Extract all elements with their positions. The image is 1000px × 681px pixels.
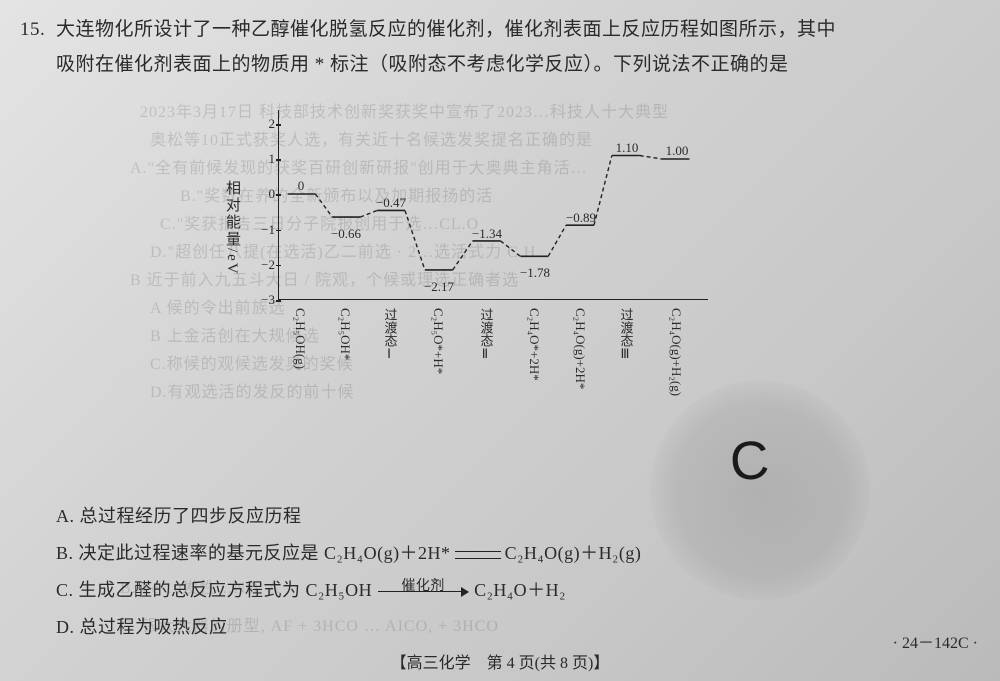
reaction-arrow-icon: 催化剂 [378, 591, 468, 593]
answer-options: A. 总过程经历了四步反应历程 B. 决定此过程速率的基元反应是 C₂H₄O(g… [56, 498, 641, 646]
question-stem: 15.大连物化所设计了一种乙醇催化脱氢反应的催化剂，催化剂表面上反应历程如图所示… [20, 12, 980, 82]
question-number: 15. [20, 12, 56, 47]
handwritten-annotation: C [728, 429, 771, 494]
option-a: A. 总过程经历了四步反应历程 [56, 498, 641, 535]
equation-line-icon [455, 551, 501, 559]
chart-x-labels: C₂H₅OH(g)C₂H₅OH*过渡态ⅠC₂H₅O*+H*过渡态ⅡC₂H₄O*+… [278, 308, 708, 418]
chart-plot-area: −3−2−10120−0.66−0.47−2.17−1.34−1.78−0.89… [278, 110, 708, 300]
question-line2: 吸附在催化剂表面上的物质用 * 标注（吸附态不考虑化学反应）。下列说法不正确的是 [20, 47, 980, 82]
option-c: C. 生成乙醛的总反应方程式为 C₂H₅OH催化剂C₂H₄O＋H₂ [56, 572, 641, 609]
option-b: B. 决定此过程速率的基元反应是 C₂H₄O(g)＋2H*C₂H₄O(g)＋H₂… [56, 535, 641, 572]
question-line1: 大连物化所设计了一种乙醇催化脱氢反应的催化剂，催化剂表面上反应历程如图所示，其中 [56, 19, 836, 40]
energy-profile-chart: 相对能量/eV −3−2−10120−0.66−0.47−2.17−1.34−1… [230, 100, 730, 430]
energy-profile-line [279, 110, 708, 299]
option-d: D. 总过程为吸热反应 [56, 609, 641, 646]
footer-page-info: 【高三化学 第 4 页(共 8 页)】 [391, 649, 610, 673]
chart-y-axis-label: 相对能量/eV [222, 180, 243, 276]
footer-code: · 24－142C · [893, 629, 978, 653]
